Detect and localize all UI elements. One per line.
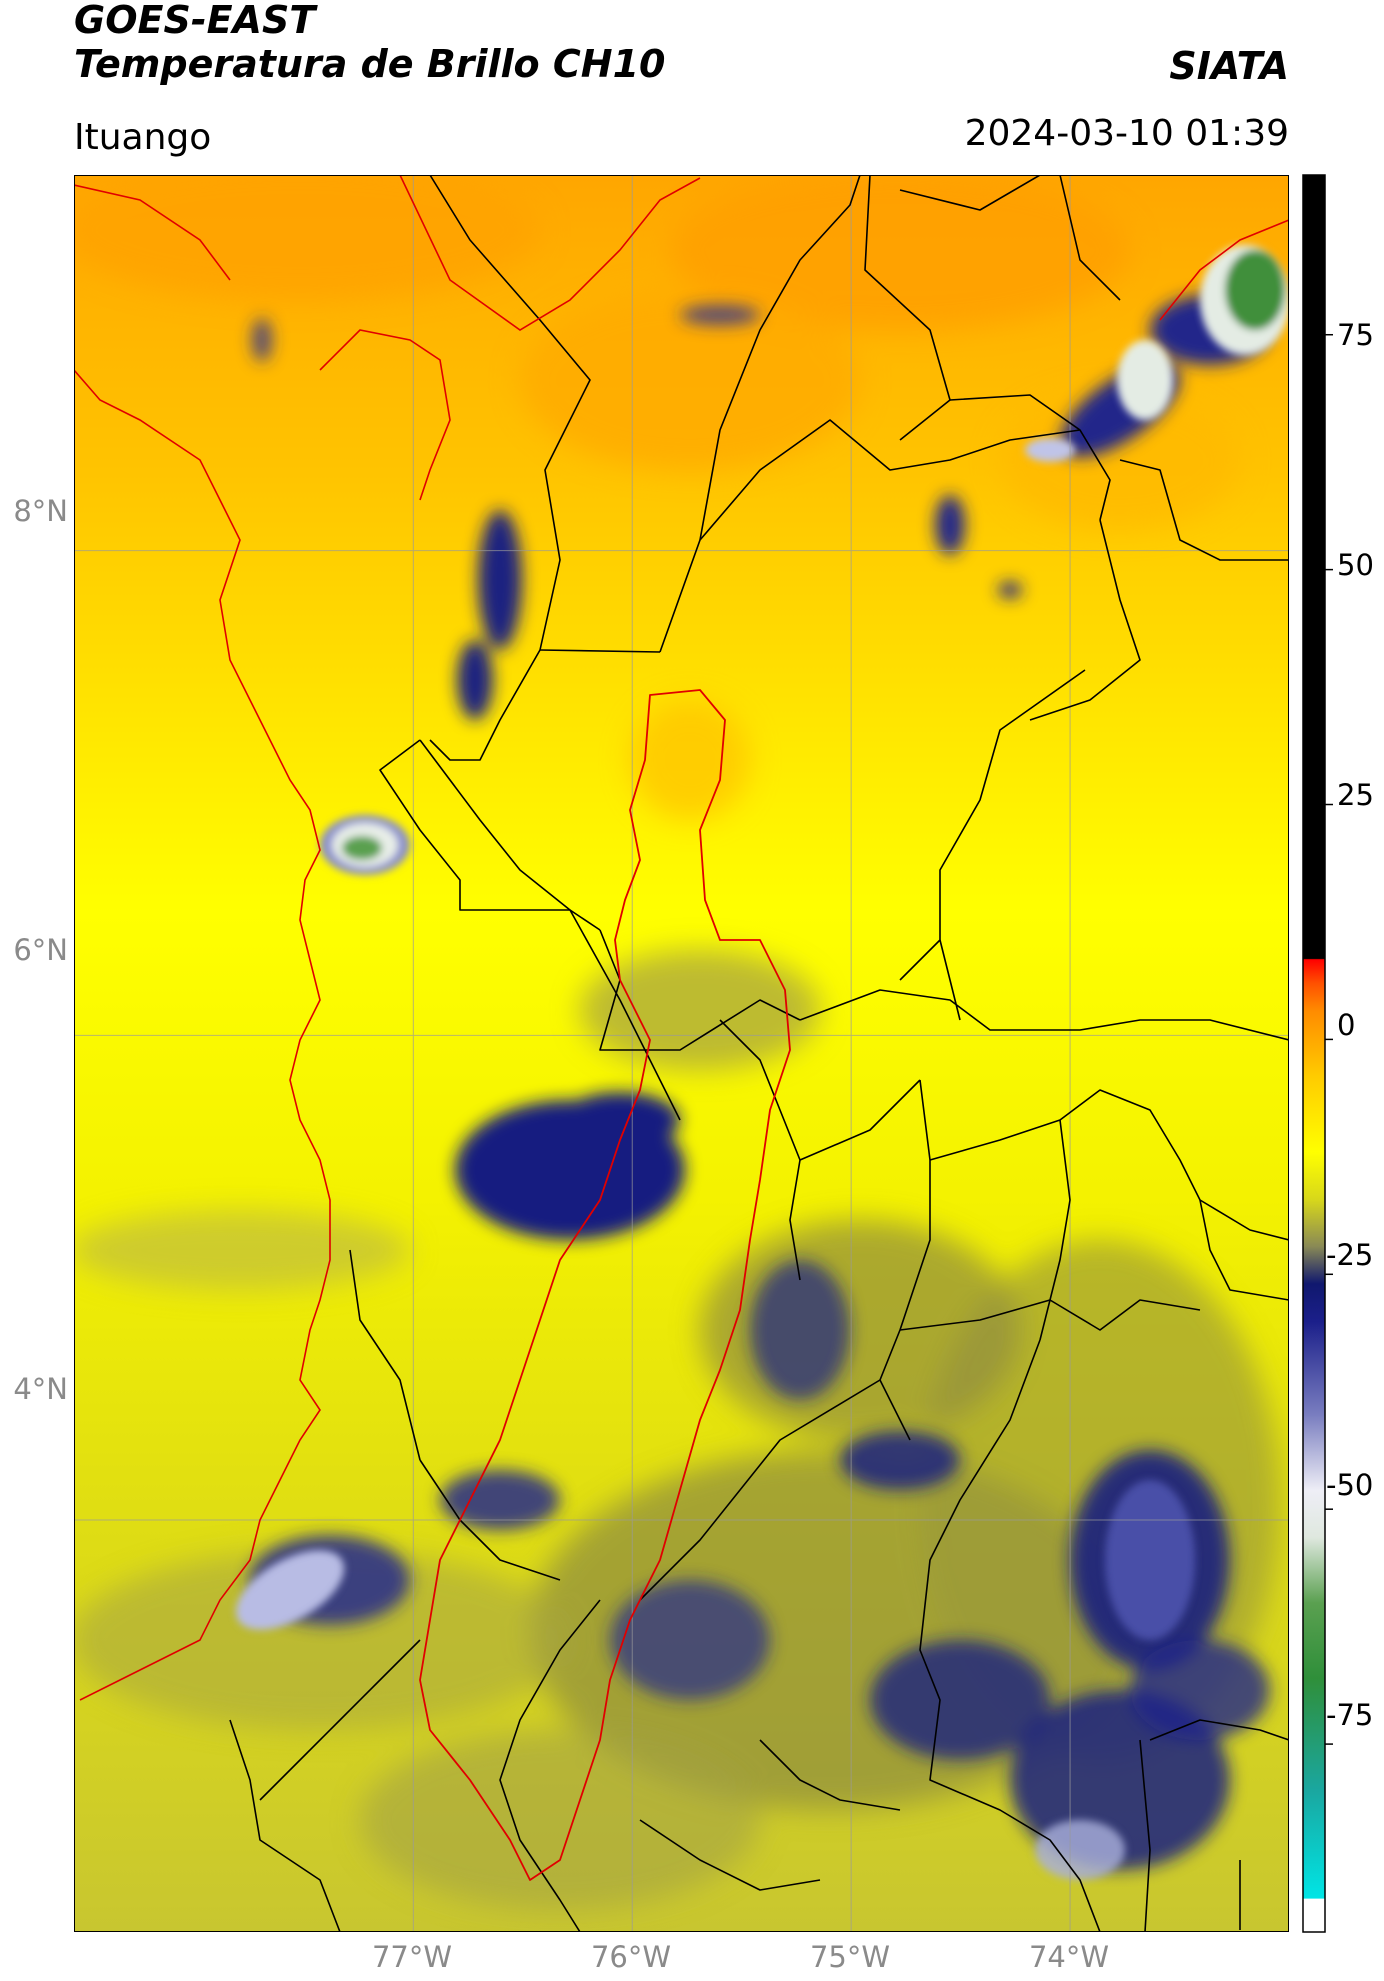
colorbar-label-75: 75: [1337, 318, 1374, 352]
mid-clouds: [74, 950, 1280, 1910]
colorbar: [1302, 174, 1333, 1933]
colorbar-label-minus-25: -25: [1326, 1238, 1374, 1272]
colorbar-label-25: 25: [1337, 778, 1374, 812]
coldest-cores: [235, 245, 1289, 1880]
satellite-title: GOES-EAST: [74, 0, 316, 42]
lat-label-8n: 8°N: [13, 494, 68, 528]
lat-label-4n: 4°N: [13, 1372, 68, 1406]
colorbar-ticks: [1325, 333, 1333, 1745]
colorbar-label-0: 0: [1337, 1008, 1356, 1042]
colorbar-label-50: 50: [1337, 548, 1374, 582]
lon-label-75w: 75°W: [809, 1940, 891, 1974]
colorbar-frame: [1302, 174, 1326, 1933]
coastline: [74, 175, 1289, 1701]
colorbar-label-minus-50: -50: [1326, 1468, 1374, 1502]
brightness-field: [74, 175, 1289, 1932]
region-label: Ituango: [74, 117, 212, 158]
brand-label: SIATA: [1169, 44, 1289, 88]
lat-label-6n: 6°N: [13, 933, 68, 967]
political-boundaries: [229, 175, 1289, 1932]
lon-label-76w: 76°W: [590, 1940, 672, 1974]
timestamp-label: 2024-03-10 01:39: [964, 113, 1289, 154]
lon-label-74w: 74°W: [1028, 1940, 1110, 1974]
product-title: Temperatura de Brillo CH10: [74, 42, 666, 86]
lon-label-77w: 77°W: [371, 1940, 453, 1974]
graticule: [74, 175, 1289, 1932]
colorbar-gradient: [1303, 175, 1325, 1932]
colorbar-label-minus-75: -75: [1326, 1698, 1374, 1732]
basin-outline: [419, 689, 791, 1881]
